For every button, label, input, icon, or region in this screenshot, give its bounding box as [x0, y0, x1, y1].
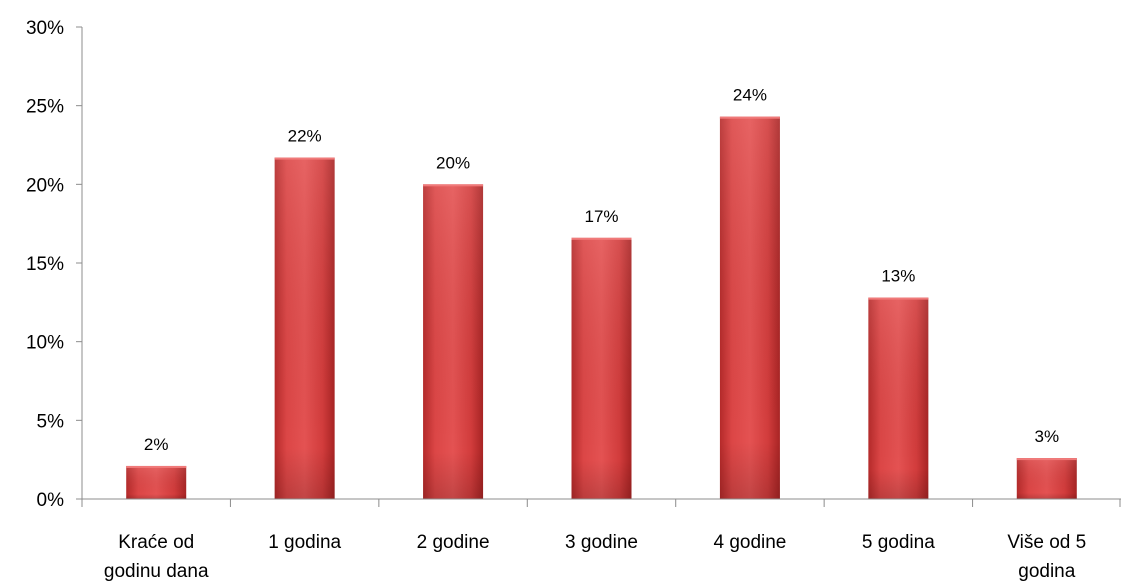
bar-shading — [868, 297, 929, 499]
bar-top-highlight — [423, 184, 484, 187]
data-label: 3% — [1034, 427, 1059, 446]
category-label-line: 3 godine — [565, 532, 638, 553]
category-label-line: 1 godina — [268, 532, 341, 553]
bar-top-highlight — [571, 237, 632, 240]
data-label: 2% — [144, 435, 169, 454]
bar-shading — [274, 157, 335, 499]
data-label: 13% — [881, 267, 915, 286]
category-label-line: Više od 5 — [1007, 532, 1086, 553]
bar-top-highlight — [1016, 458, 1077, 461]
category-label: Kraće od godinu dana — [104, 532, 209, 582]
bar-top-highlight — [719, 116, 780, 119]
bars — [126, 116, 1077, 500]
y-axis-tick-labels: 0% 5% 10% 15% 20% 25% 30% — [26, 18, 64, 511]
y-tick-label: 20% — [26, 175, 64, 196]
bar-shading — [423, 184, 484, 500]
bar — [1016, 458, 1077, 499]
category-label: Više od 5 godina — [1007, 532, 1086, 582]
category-label-line: 4 godine — [713, 532, 786, 553]
data-label: 24% — [733, 86, 767, 105]
category-label: 4 godine — [713, 532, 786, 553]
bar-top-highlight — [274, 157, 335, 160]
category-label-line: Kraće od — [118, 532, 194, 553]
bar-shading — [571, 237, 632, 499]
bar-shading — [126, 465, 187, 499]
bar — [274, 157, 335, 499]
bar-top-highlight — [868, 297, 929, 300]
x-axis-category-labels: Kraće od godinu dana 1 godina 2 godine 3 god… — [104, 532, 1086, 582]
y-tick-label: 15% — [26, 254, 64, 275]
category-label-line: godinu dana — [104, 561, 209, 582]
y-tick-label: 25% — [26, 97, 64, 118]
data-label: 20% — [436, 153, 470, 172]
bar-top-highlight — [126, 465, 187, 468]
bar — [126, 465, 187, 499]
category-label-line: 5 godina — [862, 532, 935, 553]
bar — [719, 116, 780, 500]
category-label-line: 2 godine — [417, 532, 490, 553]
bar-shading — [719, 116, 780, 500]
y-tick-label: 10% — [26, 333, 64, 354]
y-axis-ticks — [76, 26, 82, 500]
data-label: 22% — [288, 127, 322, 146]
bar-shading — [1016, 458, 1077, 499]
category-label: 3 godine — [565, 532, 638, 553]
data-labels: 2% 22% 20% 17% 24% 13% 3% — [144, 86, 1059, 454]
bar — [868, 297, 929, 499]
y-tick-label: 0% — [37, 490, 65, 511]
data-label: 17% — [584, 207, 618, 226]
bar — [423, 184, 484, 500]
category-label: 2 godine — [417, 532, 490, 553]
y-tick-label: 5% — [37, 411, 65, 432]
x-axis-ticks — [81, 499, 1121, 507]
category-label: 1 godina — [268, 532, 341, 553]
category-label-line: godina — [1018, 561, 1075, 582]
category-label: 5 godina — [862, 532, 935, 553]
bar — [571, 237, 632, 499]
y-tick-label: 30% — [26, 18, 64, 39]
